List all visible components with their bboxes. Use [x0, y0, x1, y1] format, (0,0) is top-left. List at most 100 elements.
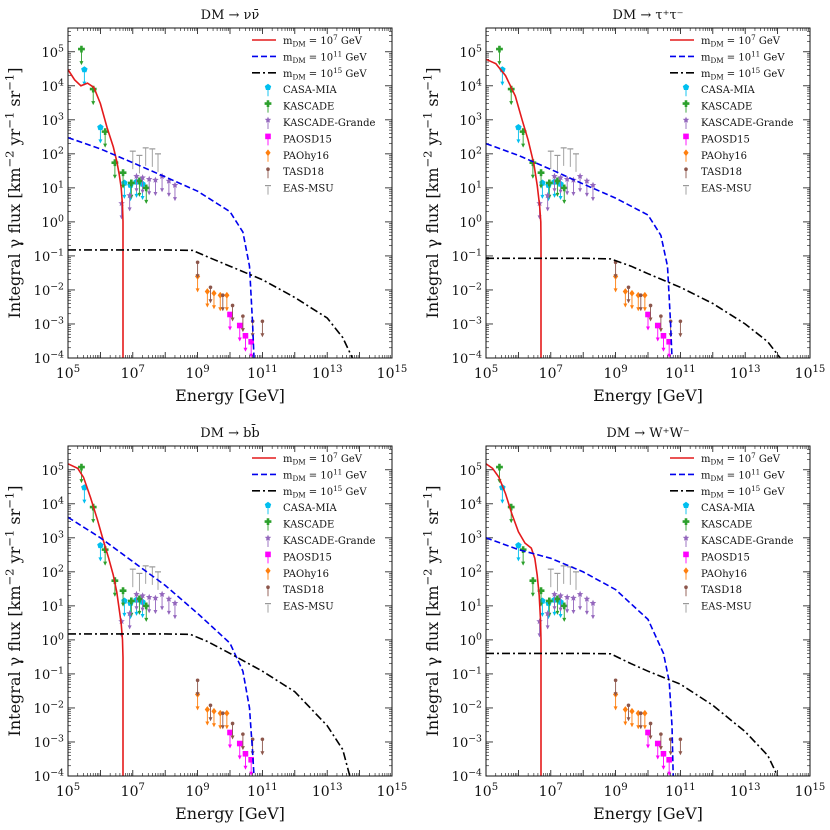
- casa-arrow-head: [558, 614, 563, 619]
- paosd-marker: [666, 756, 672, 763]
- casa-arrow-head: [500, 81, 505, 86]
- y-tick-label: 104: [460, 77, 483, 94]
- kascade-arrow-head: [497, 61, 502, 66]
- kascade-arrow-head: [91, 101, 96, 106]
- legend-label: mDM = 1015 GeV: [701, 66, 785, 82]
- legend-label: PAOhy16: [701, 151, 747, 162]
- panel-title: DM → W⁺W⁻: [606, 426, 689, 441]
- legend-label: KASCADE: [701, 520, 752, 531]
- paohy-arrow-head: [642, 307, 647, 312]
- legend-marker-paosd: [683, 133, 689, 140]
- dm-curve-m15: [68, 249, 354, 358]
- paosd-arrow-head: [667, 353, 672, 358]
- kascade-arrow-head: [521, 143, 526, 148]
- y-tick-label: 101: [460, 179, 483, 196]
- dm-curve-m11: [68, 516, 255, 776]
- tasd-arrow-head: [668, 751, 673, 756]
- plot-area: [486, 463, 779, 776]
- panel-b-bbar: DM → bb̄ 105 107 109 1011 1013 1015 10−4 10−3 10−…: [3, 424, 408, 823]
- x-tick-label: 1013: [730, 364, 761, 382]
- casa-marker: [515, 124, 522, 131]
- paosd-marker: [666, 338, 672, 345]
- kascade-marker: [111, 159, 119, 167]
- legend-label: EAS-MSU: [701, 184, 752, 195]
- casa-arrow-head: [82, 499, 87, 504]
- legend-label: CASA-MIA: [283, 85, 338, 96]
- x-tick-label: 105: [56, 364, 80, 382]
- kascade-arrow-head: [509, 101, 514, 106]
- legend-marker-tasd: [684, 167, 688, 171]
- y-tick-label: 100: [460, 631, 483, 648]
- casa-arrow-head: [134, 193, 139, 198]
- paosd-arrow-head: [243, 347, 248, 352]
- tasd-marker: [241, 732, 245, 736]
- grande-marker: [583, 177, 591, 184]
- paosd-arrow-head: [243, 765, 248, 770]
- casa-arrow-head: [140, 614, 145, 619]
- paosd-arrow-head: [228, 326, 232, 331]
- legend-marker-paosd: [265, 551, 271, 558]
- y-tick-label: 102: [42, 145, 65, 162]
- x-tick-label: 1011: [665, 782, 696, 800]
- tasd-arrow-head: [230, 317, 235, 322]
- panel-title: DM → τ⁺τ⁻: [613, 8, 684, 23]
- grande-arrow-head: [140, 607, 145, 612]
- tasd-arrow-head: [626, 717, 631, 722]
- kascade-arrow-head: [79, 479, 84, 484]
- dm-curve-m7: [486, 463, 542, 776]
- y-tick-label: 103: [42, 529, 65, 546]
- grande-arrow-head: [147, 609, 152, 614]
- grande-arrow-head: [127, 207, 132, 212]
- y-tick-label: 10−1: [452, 665, 482, 682]
- tasd-marker: [678, 319, 683, 324]
- kascade-arrow-head: [530, 174, 535, 179]
- y-axis-label: Integral γ flux [km−2 yr−1 sr−1]: [421, 486, 442, 737]
- y-tick-label: 102: [460, 563, 483, 580]
- y-tick-label: 102: [42, 563, 65, 580]
- legend-marker-grande: [682, 116, 690, 123]
- tasd-marker: [221, 293, 225, 298]
- paohy-arrow-head: [623, 721, 628, 726]
- plot-frame: [67, 27, 393, 359]
- paohy-marker: [642, 291, 648, 299]
- tasd-arrow-head: [230, 735, 235, 740]
- grande-marker: [171, 181, 179, 188]
- y-tick-label: 104: [460, 495, 483, 512]
- kascade-marker: [519, 546, 527, 554]
- tasd-marker: [241, 314, 245, 318]
- legend-label: PAOhy16: [701, 569, 747, 580]
- kascade-arrow-head: [144, 617, 149, 622]
- grande-marker: [544, 192, 551, 199]
- kascade-marker: [127, 179, 135, 187]
- tasd-marker: [221, 711, 225, 716]
- paosd-arrow-head: [661, 765, 666, 770]
- grande-arrow-head: [565, 191, 570, 196]
- y-tick-label: 10−4: [34, 768, 64, 785]
- kascade-arrow-head: [121, 602, 126, 607]
- tasd-marker: [648, 721, 653, 726]
- paohy-arrow-head: [218, 307, 223, 312]
- paohy-marker: [629, 289, 635, 297]
- x-tick-label: 1011: [247, 782, 278, 800]
- paohy-arrow-head: [629, 723, 634, 728]
- dm-curve-m7: [68, 69, 124, 358]
- y-axis-label-group: Integral γ flux [km−2 yr−1 sr−1]: [3, 486, 24, 737]
- y-tick-label: 105: [42, 43, 65, 60]
- tasd-marker: [260, 737, 265, 742]
- y-tick-label: 10−2: [34, 699, 64, 716]
- kascade-marker: [119, 587, 127, 595]
- grande-arrow-head: [140, 189, 145, 194]
- legend-label: TASD18: [701, 167, 742, 178]
- paosd-marker: [227, 729, 233, 736]
- paosd-arrow-head: [646, 326, 650, 331]
- tasd-marker: [659, 732, 663, 736]
- x-tick-label: 105: [56, 782, 80, 800]
- y-tick-label: 105: [460, 461, 483, 478]
- tasd-marker: [208, 285, 213, 290]
- paohy-marker: [635, 291, 641, 299]
- kascade-marker: [545, 179, 553, 187]
- tasd-arrow-head: [208, 717, 213, 722]
- grande-marker: [133, 590, 140, 597]
- paohy-arrow-head: [224, 725, 229, 730]
- x-tick-label: 107: [121, 782, 145, 800]
